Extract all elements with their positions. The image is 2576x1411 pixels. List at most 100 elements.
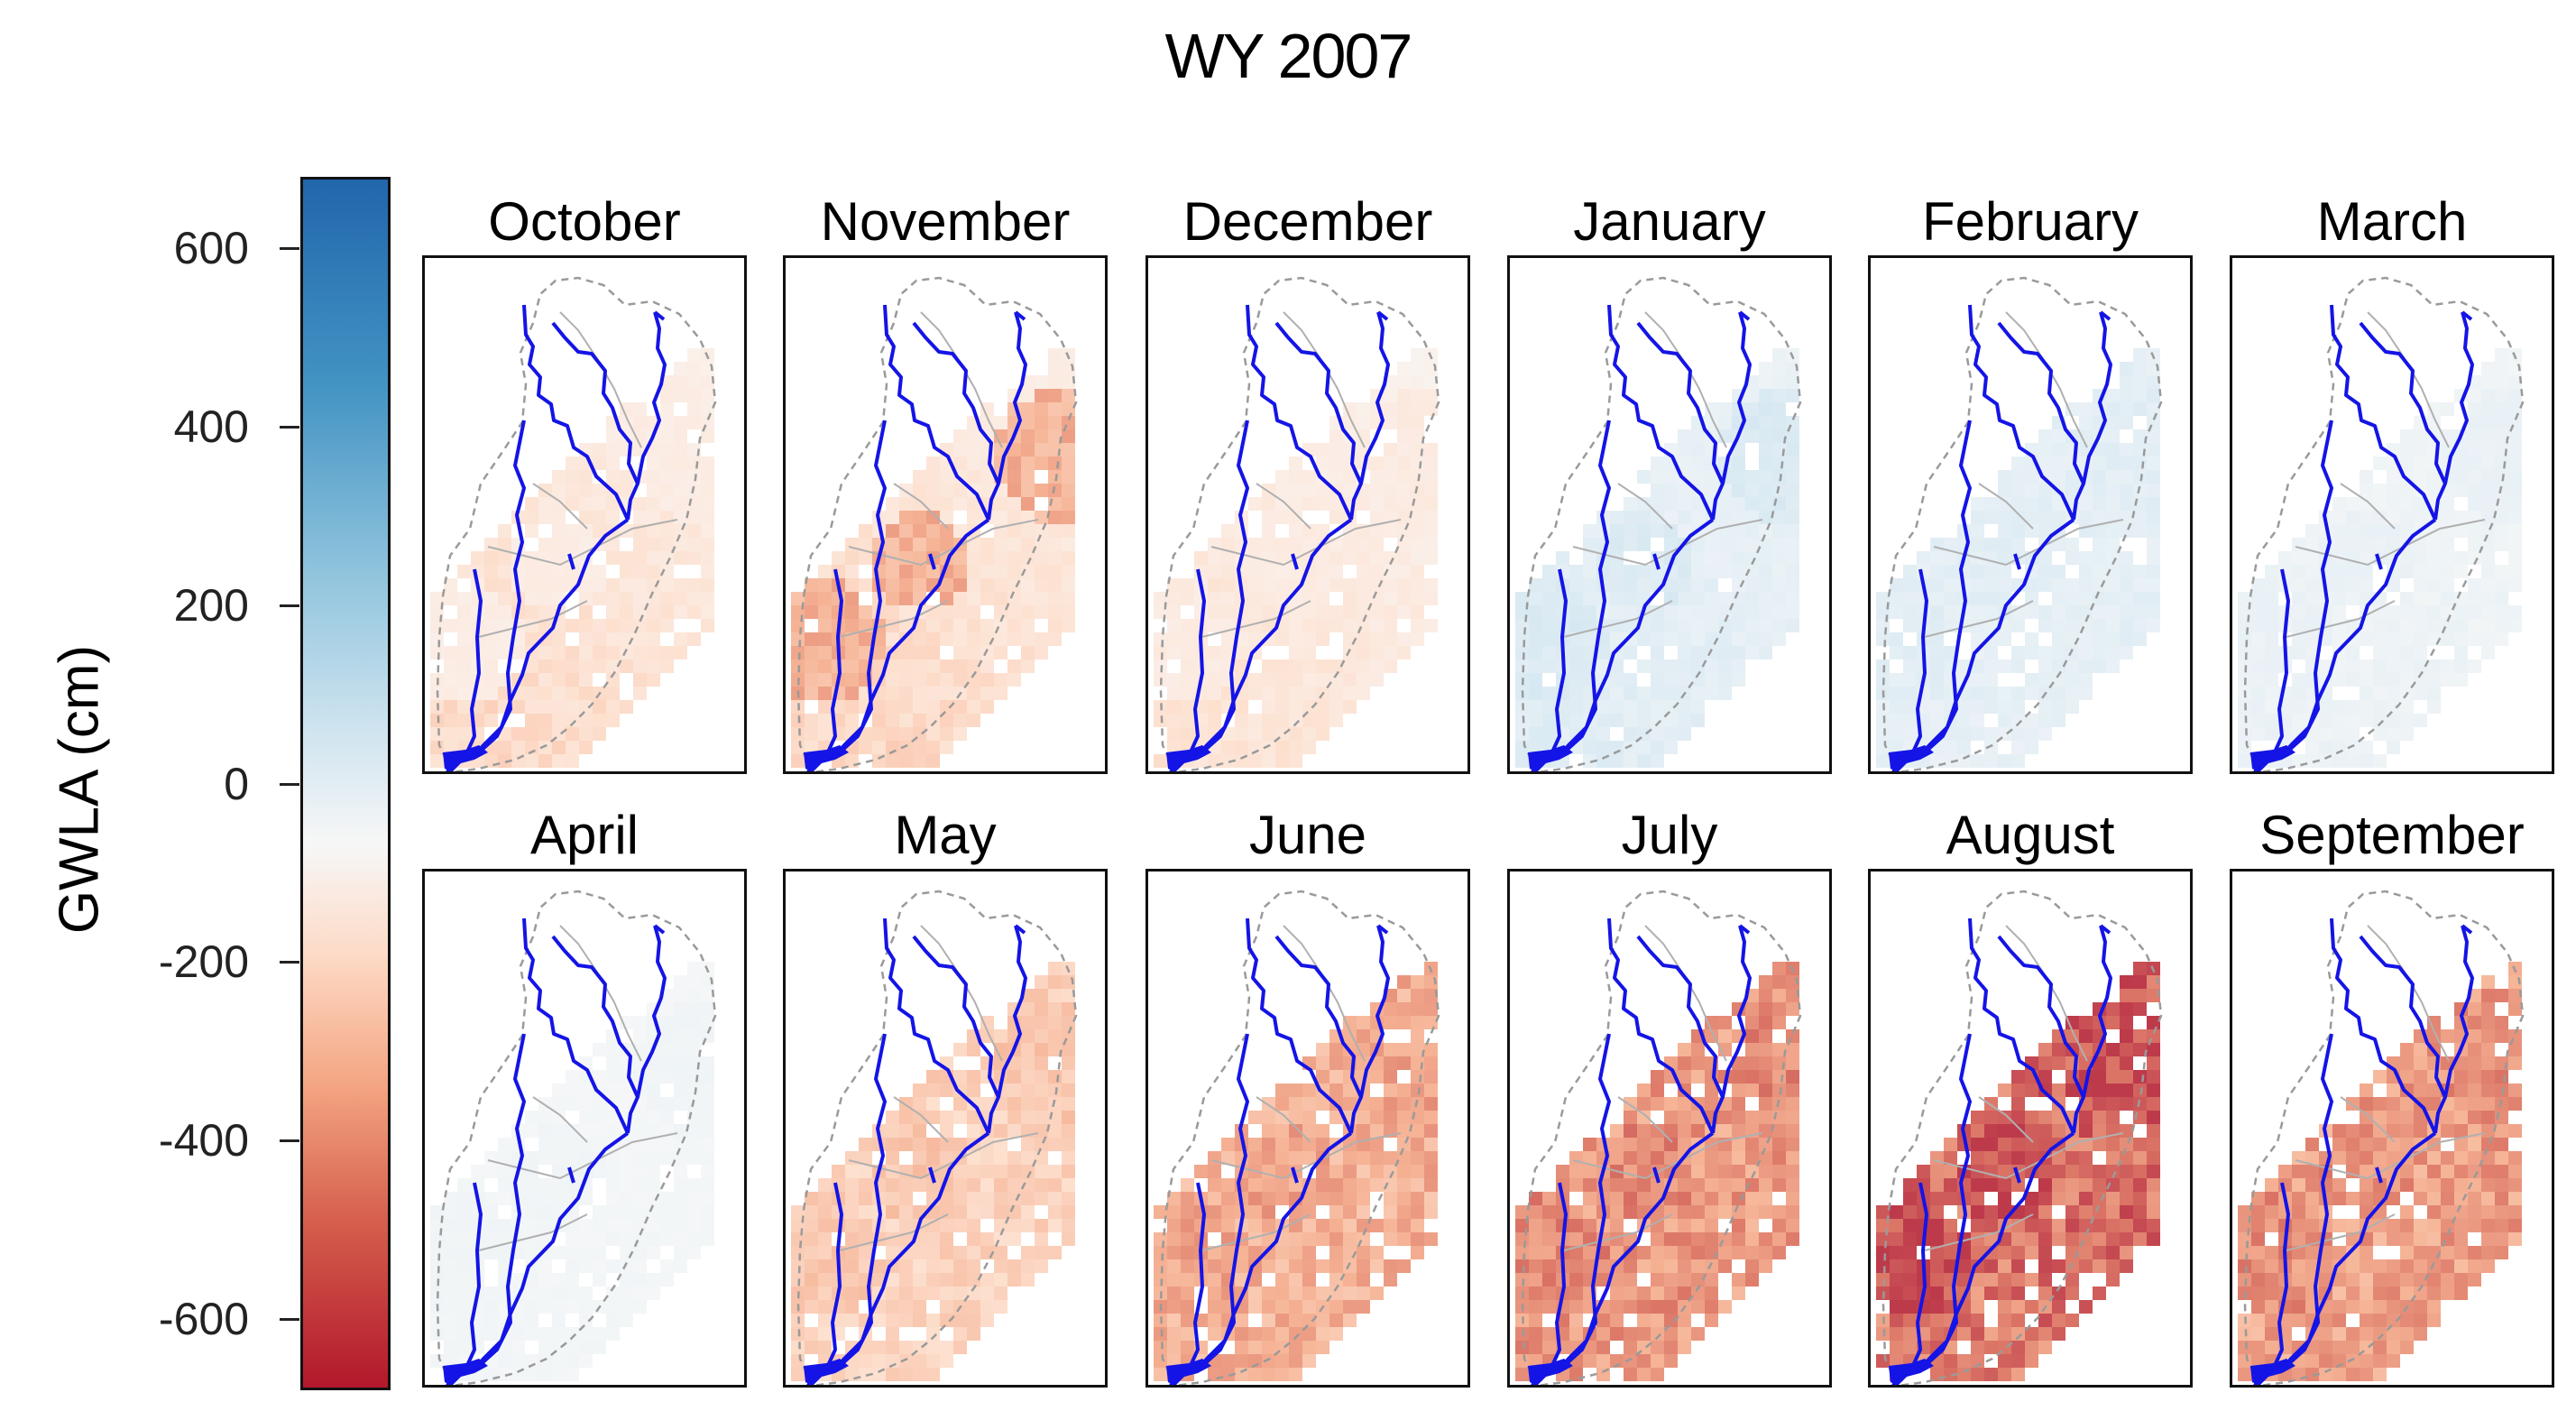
subbasin-line bbox=[2340, 483, 2396, 530]
basin-boundary bbox=[796, 276, 1078, 771]
river-line bbox=[1607, 304, 1715, 521]
river-line bbox=[883, 304, 990, 521]
basin-boundary bbox=[1521, 890, 1802, 1385]
river-line bbox=[464, 568, 483, 757]
subbasin-line bbox=[1256, 1096, 1311, 1143]
subbasin-line bbox=[2286, 1213, 2396, 1251]
colorbar-tick-mark bbox=[280, 961, 299, 964]
basin-boundary bbox=[796, 890, 1078, 1385]
river-line bbox=[2285, 1033, 2333, 1368]
river-line bbox=[1187, 568, 1206, 757]
river-line bbox=[1274, 935, 1363, 1098]
map-panel-may bbox=[783, 869, 1108, 1388]
basin-boundary bbox=[1881, 890, 2163, 1385]
subbasin-line bbox=[1978, 1096, 2034, 1143]
river-line bbox=[1923, 420, 1972, 754]
colorbar-tick-mark bbox=[280, 1317, 299, 1321]
river-line bbox=[1187, 1182, 1206, 1370]
river-line bbox=[838, 420, 887, 754]
estuary bbox=[1166, 1359, 1211, 1385]
panel-title: May bbox=[894, 805, 997, 865]
river-line bbox=[1014, 310, 1026, 321]
map-panel-july bbox=[1507, 869, 1832, 1388]
river-line bbox=[2433, 311, 2474, 521]
river-line bbox=[2099, 310, 2111, 321]
subbasin-line bbox=[532, 483, 588, 530]
river-line bbox=[987, 311, 1027, 521]
colorbar bbox=[300, 177, 391, 1390]
river-line bbox=[1909, 1182, 1928, 1370]
river-line bbox=[1909, 568, 1928, 757]
panel-title: April bbox=[529, 805, 639, 865]
river-line bbox=[912, 935, 1000, 1098]
subbasin-line bbox=[1201, 1213, 1311, 1251]
river-line bbox=[1014, 924, 1026, 935]
river-line bbox=[1607, 918, 1715, 1134]
panel-title: November bbox=[820, 191, 1071, 252]
subbasin-line bbox=[559, 925, 642, 1062]
river-line bbox=[2330, 304, 2437, 521]
basin-boundary bbox=[1159, 276, 1440, 771]
subbasin-line bbox=[1563, 600, 1673, 638]
subbasin-line bbox=[1617, 1096, 1673, 1143]
river-line bbox=[1997, 935, 2085, 1098]
river-line bbox=[1246, 918, 1353, 1134]
subbasin-line bbox=[2005, 311, 2088, 448]
river-line bbox=[1711, 311, 1752, 521]
colorbar-tick-mark bbox=[280, 782, 299, 786]
river-line bbox=[522, 918, 630, 1134]
panel-title: January bbox=[1573, 191, 1766, 252]
river-line bbox=[464, 1182, 483, 1370]
colorbar-tick-mark bbox=[280, 247, 299, 251]
colorbar-tick-label: 600 bbox=[173, 223, 249, 274]
basin-boundary bbox=[436, 890, 717, 1385]
gwla-cells bbox=[1876, 962, 2160, 1381]
river-line bbox=[2461, 310, 2473, 321]
basin-boundary bbox=[1159, 890, 1440, 1385]
river-line bbox=[2330, 918, 2437, 1134]
river-line bbox=[1201, 1033, 1249, 1368]
panel-title: July bbox=[1621, 805, 1718, 865]
map-panel-january bbox=[1507, 255, 1832, 774]
map-panel-february bbox=[1868, 255, 2193, 774]
subbasin-line bbox=[839, 600, 949, 638]
panel-title: February bbox=[1921, 191, 2139, 252]
panel-title: March bbox=[2316, 191, 2468, 252]
estuary bbox=[443, 745, 488, 771]
estuary bbox=[2250, 745, 2295, 771]
subbasin-line bbox=[839, 1213, 949, 1251]
subbasin-line bbox=[1617, 483, 1673, 530]
river-line bbox=[2359, 321, 2447, 484]
colorbar-tick-mark bbox=[280, 604, 299, 607]
panel-title: August bbox=[1946, 805, 2115, 865]
map-panel-october bbox=[422, 255, 747, 774]
subbasin-line bbox=[1978, 483, 2034, 530]
river-line bbox=[1652, 553, 1661, 570]
river-line bbox=[2072, 311, 2112, 521]
river-line bbox=[567, 553, 575, 570]
river-line bbox=[1968, 304, 2075, 521]
basin-boundary bbox=[2243, 276, 2525, 771]
basin-boundary bbox=[1881, 276, 2163, 771]
river-line bbox=[1291, 553, 1299, 570]
subbasin-line bbox=[478, 600, 588, 638]
map-panel-august bbox=[1868, 869, 2193, 1388]
panel-title: December bbox=[1182, 191, 1433, 252]
panel-title: September bbox=[2259, 805, 2525, 865]
gwla-cells bbox=[430, 962, 714, 1381]
river-line bbox=[2433, 925, 2474, 1134]
river-line bbox=[1291, 1167, 1299, 1184]
subbasin-line bbox=[1924, 600, 2034, 638]
colorbar-label: GWLA (cm) bbox=[48, 644, 111, 935]
river-line bbox=[1636, 935, 1725, 1098]
estuary bbox=[1889, 1359, 1934, 1385]
river-line bbox=[1201, 420, 1249, 754]
estuary bbox=[443, 1359, 488, 1385]
river-line bbox=[2271, 568, 2290, 757]
river-line bbox=[1711, 925, 1752, 1134]
subbasin-line bbox=[1924, 1213, 2034, 1251]
subbasin-line bbox=[2286, 600, 2396, 638]
basin-boundary bbox=[1521, 276, 1802, 771]
river-line bbox=[653, 310, 666, 321]
river-line bbox=[1562, 420, 1611, 754]
